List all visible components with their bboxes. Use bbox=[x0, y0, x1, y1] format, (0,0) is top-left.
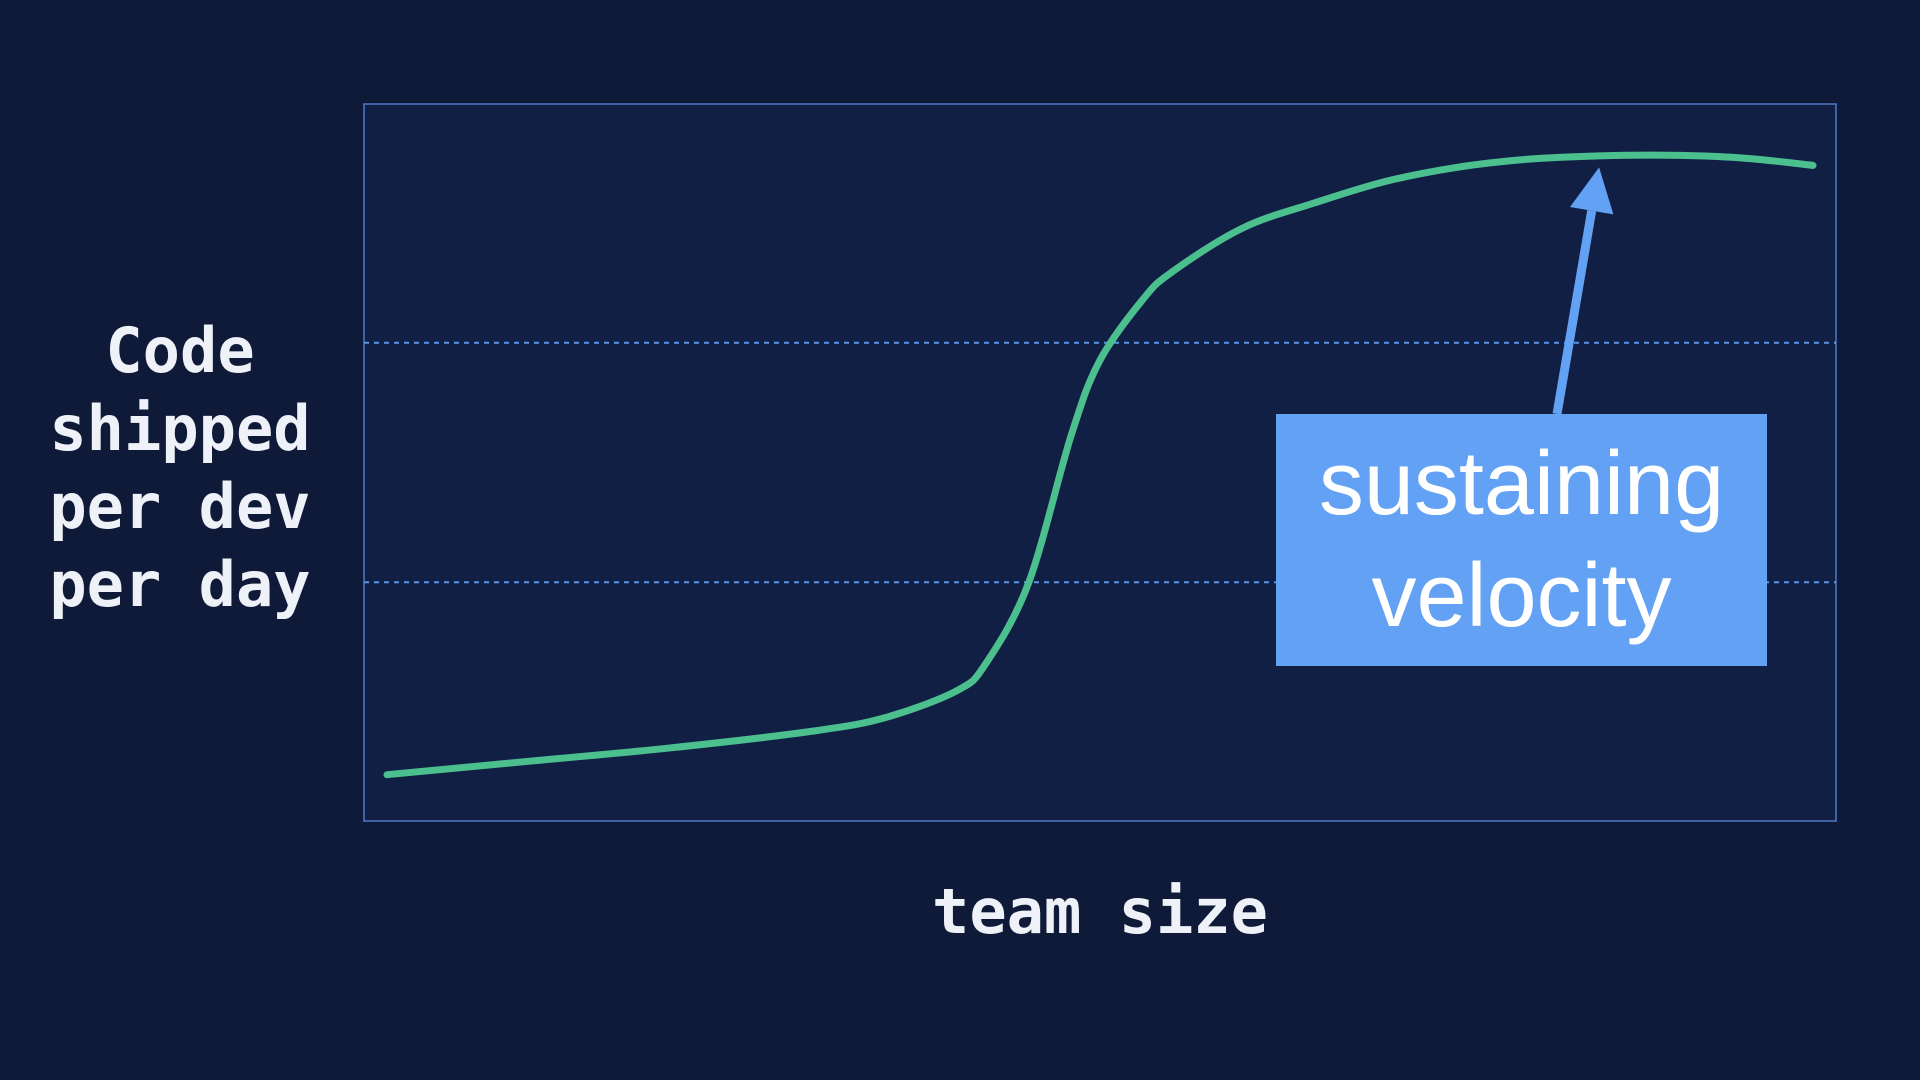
annotation-arrow bbox=[1552, 167, 1614, 415]
y-axis-label: Code shipped per dev per day bbox=[49, 314, 311, 621]
annotation-text: sustaining velocity bbox=[1318, 434, 1725, 646]
annotation-arrow-head bbox=[1570, 167, 1614, 215]
x-axis-label: team size bbox=[932, 875, 1268, 948]
series-line bbox=[383, 151, 1817, 779]
annotation-callout: sustaining velocity bbox=[1276, 414, 1767, 666]
annotation-arrow-shaft bbox=[1552, 209, 1597, 415]
